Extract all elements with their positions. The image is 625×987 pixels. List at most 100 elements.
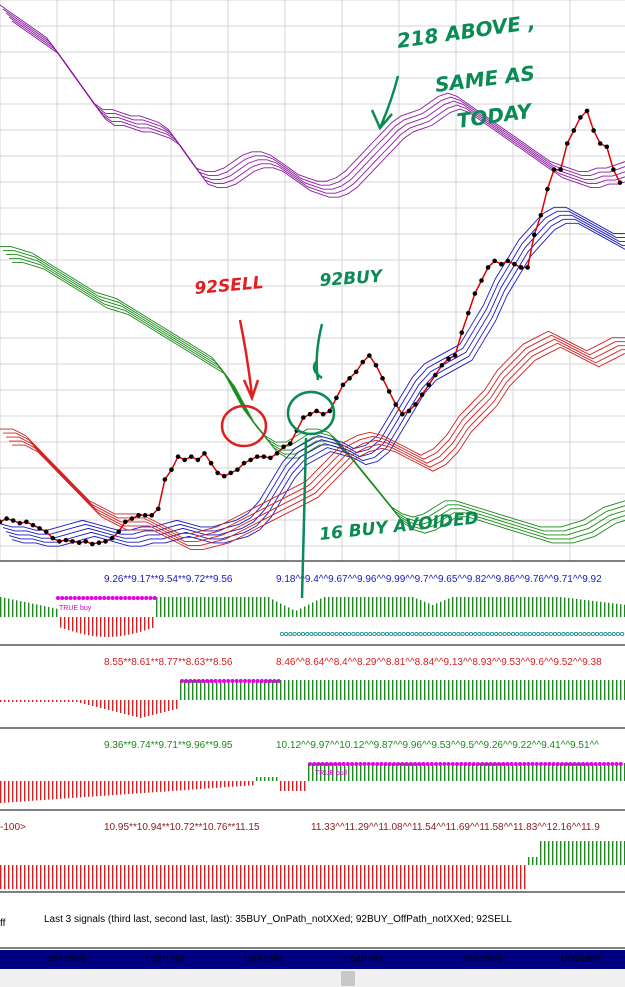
histogram-bar [360,680,362,700]
histogram-bar [120,700,122,713]
histogram-bar [616,841,618,865]
price-point [287,441,293,446]
note-line1: 218 ABOVE , [395,10,536,53]
scroll-thumb[interactable] [341,971,355,986]
cyan-marker [548,631,553,637]
price-point [43,529,49,534]
price-point [182,457,187,463]
price-point [327,408,333,414]
histogram-bar [548,680,550,700]
histogram-bar [460,597,462,617]
histogram-bar [196,781,198,790]
price-point [215,470,220,476]
true-buy-marker [127,596,132,600]
signals-left-label: ff [0,918,6,929]
histogram-bar [488,763,490,781]
histogram-bar [332,597,334,617]
bull-marker [308,762,312,766]
histogram-bar [0,597,2,617]
price-point [307,411,313,417]
histogram-bar [580,841,582,865]
histogram-bar [112,781,114,796]
histogram-bar [568,763,570,781]
bull-marker [425,762,430,766]
price-point [386,389,392,394]
histogram-bar [520,597,522,617]
bull-marker [417,762,422,766]
panel4-left-label: -100> [0,822,26,833]
cyan-marker [460,631,465,637]
buy-marker [226,679,231,683]
price-point [162,477,168,482]
histogram-bar [472,763,474,781]
price-point [347,376,352,381]
cyan-marker [288,631,293,637]
histogram-bar [364,597,366,617]
histogram-bar [304,606,306,617]
histogram-bar [212,597,214,617]
histogram-bar [16,600,18,617]
cyan-marker [569,631,574,637]
histogram-bar [264,865,266,889]
buy-marker [276,679,281,683]
scroll-track[interactable] [0,969,625,987]
histogram-bar [244,865,246,889]
price-point [96,540,102,546]
avoided-line [300,437,308,599]
histogram-bar [64,865,66,889]
histogram-bar [292,609,294,617]
histogram-bar [24,781,26,802]
histogram-bar [4,781,6,803]
histogram-bar [180,781,182,791]
histogram-bar [56,700,58,702]
histogram-bar [288,607,290,617]
histogram-bar [212,680,214,700]
price-point [241,460,247,466]
histogram-bar [328,865,330,889]
bull-marker [434,762,438,766]
bull-marker [371,762,375,766]
cyan-marker [603,631,608,637]
histogram-bar [536,857,538,865]
histogram-bar [292,865,294,889]
histogram-bar [484,597,486,617]
histogram-bar [264,680,266,700]
bull-marker [534,762,539,766]
histogram-bar [588,680,590,700]
histogram-bar [100,617,102,637]
cyan-marker [452,631,457,637]
histogram-bar [256,777,258,781]
histogram-bar [104,617,106,637]
histogram-bar [580,599,582,617]
histogram-bar [260,777,262,781]
histogram-bar [24,700,26,702]
histogram-bar [100,781,102,796]
histogram-bar [176,597,178,617]
price-series [0,108,623,547]
cyan-marker [544,631,549,637]
cyan-marker [292,631,297,637]
true-buy-marker [98,596,102,600]
date-label: 1/02/1993 [145,954,185,964]
bull-marker [505,762,510,766]
bull-marker [358,762,363,766]
price-point [584,108,590,114]
histogram-bar [276,680,278,700]
cyan-marker [414,631,419,637]
histogram-bar [548,763,550,781]
cyan-marker [405,631,411,637]
buy-marker [196,679,201,683]
histogram-bar [468,763,470,781]
histogram-bar [284,605,286,617]
histogram-bar [12,865,14,889]
cyan-marker [321,631,327,637]
price-point [578,115,583,120]
histogram-bar [160,700,162,713]
date-label: 4/01/1993 [46,954,86,964]
histogram-bar [608,680,610,700]
histogram-bar [428,865,430,889]
histogram-bar [600,680,602,700]
cyan-marker [384,631,390,637]
true-buy-marker [106,596,111,600]
